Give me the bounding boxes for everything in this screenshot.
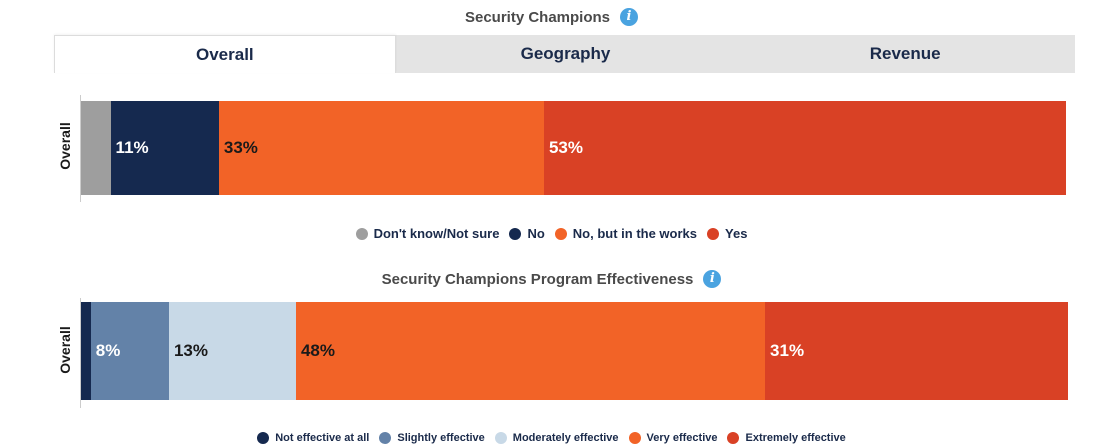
- chart2-legend-item-moderately-effective[interactable]: Moderately effective: [494, 432, 619, 444]
- legend-label: Yes: [725, 226, 748, 241]
- legend-dot-icon: [379, 432, 392, 444]
- tab-revenue[interactable]: Revenue: [869, 44, 941, 63]
- chart1-data-label: 53%: [548, 138, 583, 157]
- info-icon[interactable]: i: [620, 8, 639, 26]
- legend-label: No: [527, 226, 545, 241]
- legend-label: Very effective: [646, 432, 718, 444]
- chart1-segment-no-but-in-the-works[interactable]: 33%: [218, 101, 544, 195]
- chart1-bar: 11% 33% 53%: [81, 101, 1066, 195]
- chart1-legend: Don't know/Not sure No No, but in the work…: [0, 226, 1103, 241]
- chart2-category-label: Overall: [57, 326, 73, 374]
- chart2-segment-moderately-effective[interactable]: 13%: [168, 302, 296, 400]
- chart2-segment-extremely-effective[interactable]: 31%: [765, 302, 1068, 400]
- legend-dot-icon: [494, 432, 507, 444]
- legend-label: Don't know/Not sure: [373, 226, 500, 241]
- chart2-title: Security Champions Program Effectiveness: [381, 270, 694, 288]
- chart1-data-label: 33%: [223, 138, 258, 157]
- legend-label: Moderately effective: [512, 432, 619, 444]
- tab-geography[interactable]: Geography: [520, 44, 611, 63]
- chart2-legend-item-not-effective-at-all[interactable]: Not effective at all: [257, 432, 369, 444]
- chart2-data-label: 13%: [173, 341, 208, 360]
- legend-dot-icon: [628, 432, 641, 444]
- tab-bar: Overall Geography Revenue: [54, 35, 1075, 73]
- chart2-data-label: 48%: [300, 341, 335, 360]
- chart1-legend-item-yes[interactable]: Yes: [707, 226, 747, 241]
- chart2-segment-slightly-effective[interactable]: 8%: [90, 302, 169, 400]
- chart2-segment-not-effective-at-all[interactable]: [81, 302, 91, 400]
- chart1-category-label: Overall: [57, 122, 73, 170]
- chart2-segment-very-effective[interactable]: 48%: [295, 302, 766, 400]
- chart2-legend-item-very-effective[interactable]: Very effective: [628, 432, 718, 444]
- chart1-segment-no[interactable]: 11%: [110, 101, 219, 195]
- chart1-legend-item-no-but-in-the-works[interactable]: No, but in the works: [554, 226, 698, 241]
- chart2-legend-item-extremely-effective[interactable]: Extremely effective: [727, 432, 846, 444]
- legend-label: No, but in the works: [572, 226, 698, 241]
- info-icon[interactable]: i: [703, 270, 722, 288]
- legend-dot-icon: [509, 227, 522, 240]
- chart1-y-axis: [80, 95, 81, 202]
- legend-label: Slightly effective: [397, 432, 485, 444]
- chart1-segment-yes[interactable]: 53%: [543, 101, 1066, 195]
- chart2-y-axis: [80, 298, 81, 408]
- chart2-legend-item-slightly-effective[interactable]: Slightly effective: [379, 432, 485, 444]
- chart2-data-label: 31%: [770, 341, 805, 360]
- tab-overall[interactable]: Overall: [54, 35, 396, 73]
- legend-dot-icon: [355, 227, 368, 240]
- legend-label: Not effective at all: [275, 432, 370, 444]
- chart1-title-container: Security Champions i: [0, 8, 1103, 26]
- legend-label: Extremely effective: [745, 432, 846, 444]
- chart1-segment-don-t-know-not-sure[interactable]: [81, 101, 111, 195]
- legend-dot-icon: [257, 432, 270, 444]
- chart1-legend-item-don-t-know-not-sure[interactable]: Don't know/Not sure: [355, 226, 500, 241]
- chart1-title: Security Champions: [464, 8, 611, 26]
- chart1-data-label: 11%: [115, 138, 149, 157]
- chart2-data-label: 8%: [95, 341, 121, 360]
- chart2-title-container: Security Champions Program Effectiveness…: [0, 270, 1103, 288]
- legend-dot-icon: [554, 227, 567, 240]
- legend-dot-icon: [707, 227, 720, 240]
- chart2-bar: 8% 13% 48% 31%: [81, 302, 1068, 400]
- chart2-legend: Not effective at all Slightly effective Mo…: [0, 432, 1103, 444]
- chart1-legend-item-no[interactable]: No: [509, 226, 545, 241]
- legend-dot-icon: [727, 432, 740, 444]
